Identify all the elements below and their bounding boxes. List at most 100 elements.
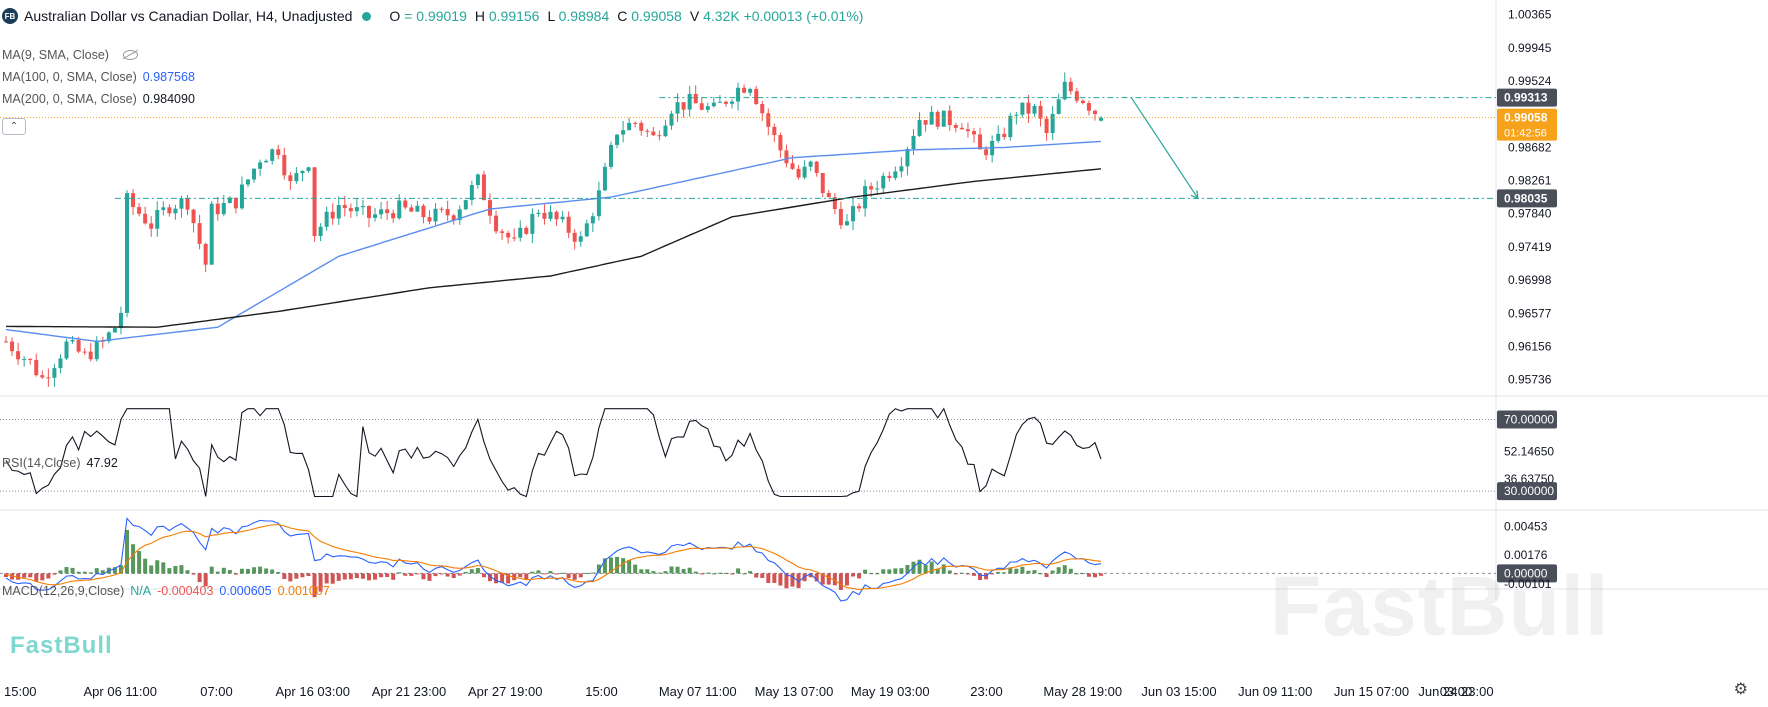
time-axis-label: May 07 11:00 [659, 684, 737, 699]
macd-histogram-bar [149, 565, 154, 574]
macd-histogram-bar [1032, 570, 1037, 574]
price-tick-label: 0.95736 [1508, 373, 1552, 387]
macd-legend[interactable]: MACD(12,26,9,Close) N/A -0.000403 0.0006… [2, 584, 330, 598]
macd-histogram-bar [941, 564, 946, 574]
macd-histogram-bar [1026, 570, 1031, 574]
candle-body [58, 358, 63, 369]
candle-body [657, 135, 662, 137]
fastbull-watermark-small: FastBull [10, 632, 113, 659]
price-tag-box [1497, 108, 1557, 141]
candle-body [306, 167, 311, 171]
price-tag-box [1497, 88, 1557, 107]
candle-body [106, 332, 111, 342]
time-axis-label: May 28 19:00 [1043, 684, 1122, 699]
macd-histogram-bar [766, 573, 771, 583]
price-tag-label: 0.99313 [1504, 91, 1548, 105]
macd-histogram-bar [137, 550, 142, 574]
price-tick-label: 0.98682 [1508, 140, 1552, 154]
macd-value-3: 0.001007 [277, 584, 330, 598]
rsi-legend[interactable]: RSI(14,Close) 47.92 [2, 456, 118, 470]
ma100-legend[interactable]: MA(100, 0, SMA, Close) 0.987568 [2, 70, 195, 84]
candle-body [494, 215, 499, 232]
candle-body [94, 340, 99, 360]
macd-histogram-bar [88, 572, 93, 574]
candle-body [28, 358, 33, 360]
macd-histogram-bar [161, 562, 166, 574]
symbol-legend: FB Australian Dollar vs Canadian Dollar,… [2, 8, 863, 24]
macd-histogram-bar [82, 571, 87, 574]
macd-histogram-bar [754, 573, 759, 578]
macd-histogram-bar [421, 573, 426, 580]
candle-body [760, 103, 765, 114]
candle-body [784, 150, 789, 164]
rsi-line [5, 407, 1102, 498]
price-tick-label: 0.97840 [1508, 207, 1552, 221]
macd-histogram-bar [252, 567, 257, 574]
candle-body [451, 215, 456, 221]
candle-body [34, 359, 39, 376]
candle-body [1068, 81, 1073, 92]
candle-body [869, 186, 874, 190]
candle-body [457, 209, 462, 221]
ohlc-value: 4.32K [703, 8, 740, 24]
candle-body [294, 173, 299, 182]
ma200-legend[interactable]: MA(200, 0, SMA, Close) 0.984090 [2, 92, 195, 106]
candle-body [270, 149, 275, 161]
macd-histogram-bar [978, 573, 983, 580]
candle-body [796, 168, 801, 178]
candle-body [433, 208, 438, 222]
ma9-legend[interactable]: MA(9, SMA, Close) [2, 48, 138, 62]
macd-histogram-bar [578, 573, 583, 578]
candle-body [893, 171, 898, 178]
settings-gear-icon[interactable]: ⚙ [1733, 681, 1748, 698]
candle-body [500, 231, 505, 233]
ma200-line [6, 168, 1102, 328]
candle-body [512, 237, 517, 239]
candle-body [844, 221, 849, 226]
macd-histogram-bar [651, 571, 656, 574]
candle-body [318, 226, 323, 237]
candle-body [203, 243, 208, 265]
collapse-legend-button[interactable]: ⌃ [2, 118, 26, 135]
candle-body [518, 227, 523, 238]
candle-body [421, 205, 426, 218]
macd-histogram-bar [584, 573, 589, 575]
macd-histogram-bar [10, 573, 15, 580]
candle-body [857, 206, 862, 209]
macd-histogram-bar [415, 573, 420, 575]
macd-histogram-bar [959, 572, 964, 574]
candle-body [155, 210, 160, 229]
candle-body [397, 200, 402, 219]
candle-body [112, 328, 117, 333]
macd-histogram-bar [276, 571, 281, 574]
ma100-value: 0.987568 [142, 70, 195, 84]
macd-histogram-bar [730, 573, 734, 575]
macd-histogram-bar [221, 567, 226, 574]
candle-body [651, 131, 656, 136]
candle-body [82, 351, 87, 353]
candle-body [342, 205, 347, 209]
hidden-eye-icon[interactable] [122, 50, 138, 60]
time-axis-label: Apr 27 19:00 [468, 684, 542, 699]
candle-body [754, 89, 759, 104]
macd-histogram-bar [306, 573, 311, 577]
candle-body [415, 205, 420, 212]
time-axis-label: Jun 24 23:00 [1418, 684, 1493, 699]
candle-body [10, 341, 15, 352]
macd-histogram-bar [282, 573, 287, 580]
candle-body [1020, 102, 1025, 115]
candle-body [227, 197, 232, 204]
macd-histogram-bar [403, 573, 408, 576]
candle-body [959, 127, 964, 130]
macd-histogram-bar [391, 573, 396, 580]
macd-histogram-bar [681, 568, 686, 574]
macd-histogram-bar [693, 571, 698, 574]
macd-histogram-bar [669, 566, 674, 574]
macd-histogram-bar [270, 569, 275, 574]
macd-histogram-bar [385, 573, 390, 578]
macd-histogram-bar [796, 573, 801, 589]
candle-body [923, 120, 928, 125]
candle-body [185, 198, 190, 210]
candle-body [899, 166, 904, 172]
